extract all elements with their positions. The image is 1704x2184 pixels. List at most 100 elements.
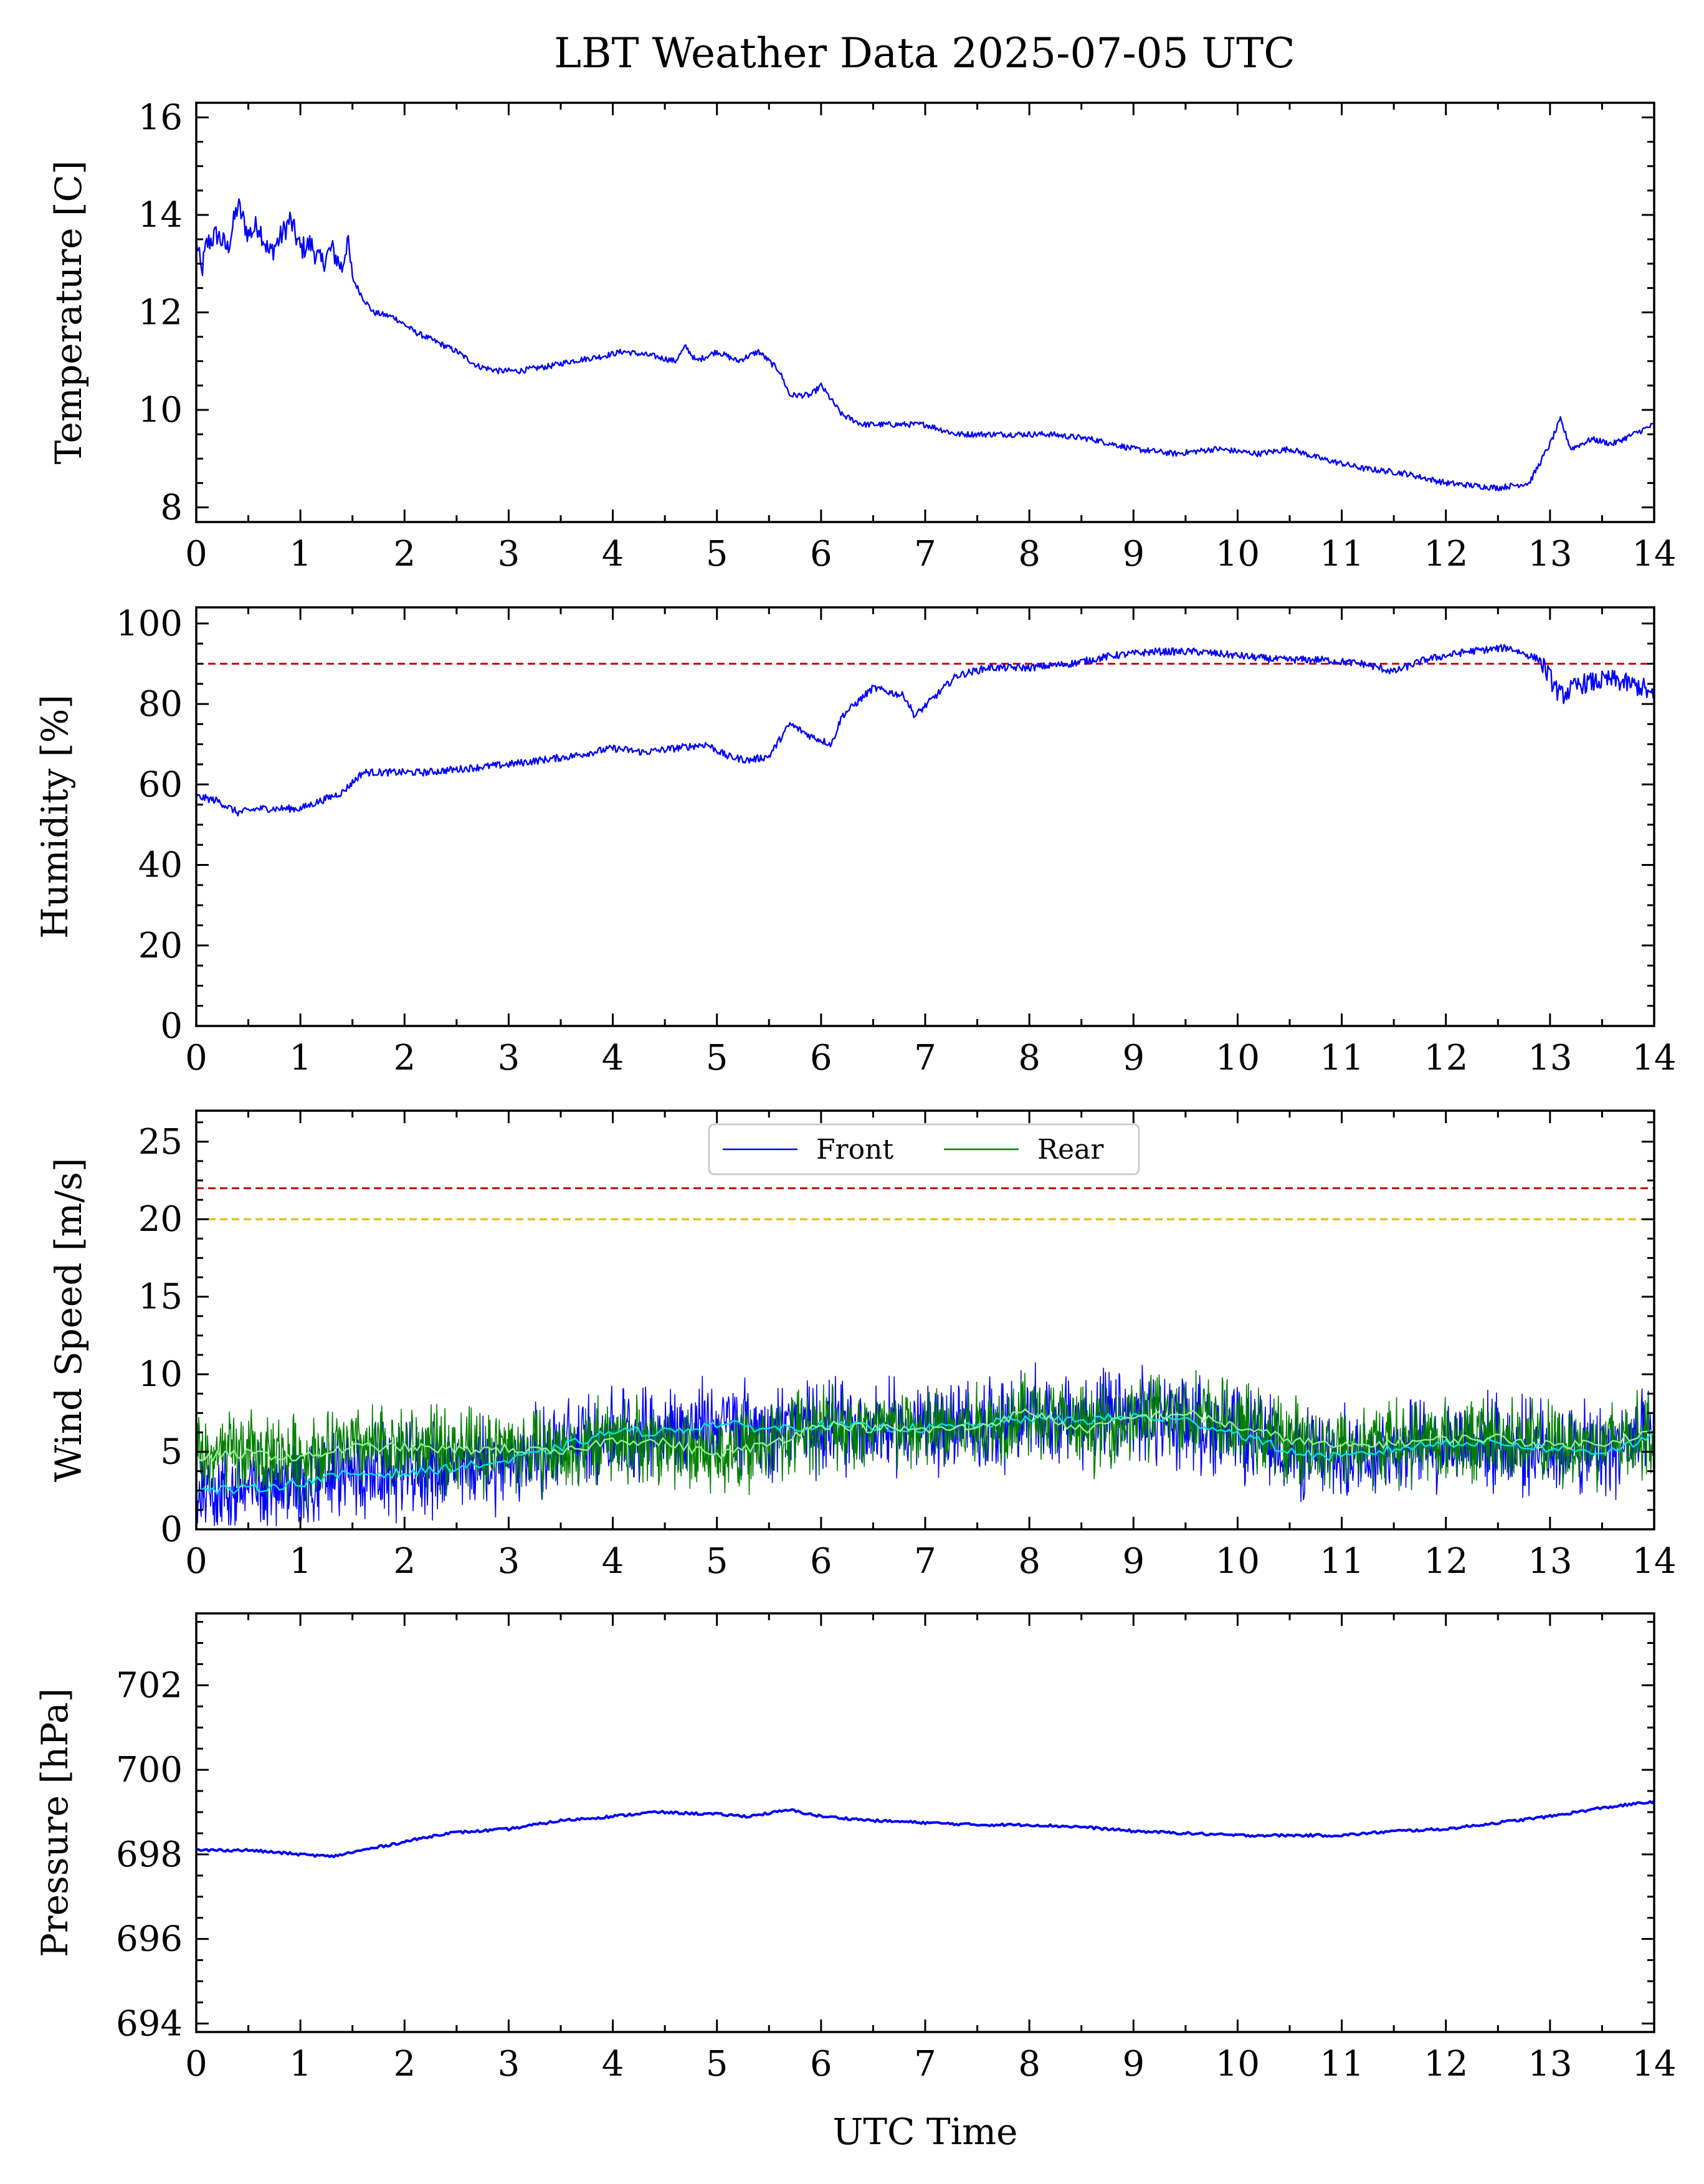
x-tick-label: 2: [393, 534, 416, 574]
x-tick-label: 9: [1122, 1038, 1145, 1078]
y-tick-label: 10: [138, 390, 183, 430]
x-tick-label: 11: [1320, 2044, 1364, 2084]
x-tick-label: 5: [706, 2044, 728, 2084]
x-tick-label: 6: [810, 534, 832, 574]
y-tick-label: 702: [116, 1665, 183, 1706]
x-tick-label: 8: [1018, 1541, 1040, 1582]
y-axis-label: Temperature [C]: [47, 160, 90, 464]
x-tick-label: 9: [1122, 534, 1145, 574]
rear-series-line: [196, 1370, 1654, 1508]
y-axis-label: Wind Speed [m/s]: [47, 1158, 90, 1483]
x-tick-label: 7: [914, 2044, 936, 2084]
y-axis-label: Pressure [hPa]: [34, 1688, 76, 1957]
y-axis-label: Humidity [%]: [34, 695, 76, 939]
x-tick-label: 11: [1320, 1038, 1364, 1078]
rear-smoothed-line: [196, 1408, 1654, 1463]
x-tick-label: 4: [602, 2044, 624, 2084]
axes-frame: [195, 606, 1655, 1027]
y-tick-label: 700: [116, 1750, 183, 1790]
x-tick-label: 7: [914, 534, 936, 574]
humidity-panel: 0 1 2 3 4 5 6 7 8 9 10 11 12 13 14020406080100Humidity…: [34, 604, 1677, 1078]
front-smoothed-line: [196, 1412, 1654, 1495]
x-tick-label: 4: [602, 1038, 624, 1078]
legend-label: Front: [816, 1134, 893, 1166]
x-tick-label: 7: [914, 1541, 936, 1582]
x-tick-label: 3: [498, 534, 520, 574]
x-tick-label: 12: [1424, 1541, 1468, 1582]
x-tick-label: 13: [1528, 2044, 1572, 2084]
x-tick-label: 3: [498, 2044, 520, 2084]
x-tick-label: 13: [1528, 1541, 1572, 1582]
x-tick-label: 8: [1018, 2044, 1040, 2084]
y-tick-label: 20: [138, 1199, 183, 1240]
x-tick-label: 1: [289, 1541, 312, 1582]
x-tick-label: 13: [1528, 1038, 1572, 1078]
x-tick-label: 7: [914, 1038, 936, 1078]
y-tick-label: 20: [138, 926, 183, 966]
x-tick-label: 9: [1122, 2044, 1145, 2084]
x-tick-label: 0: [185, 1038, 207, 1078]
plot-area: [196, 1800, 1654, 1859]
x-tick-label: 4: [602, 1541, 624, 1582]
x-tick-label: 8: [1018, 1038, 1040, 1078]
x-tick-label: 13: [1528, 534, 1572, 574]
y-tick-label: 40: [138, 845, 183, 886]
y-tick-label: 698: [116, 1835, 183, 1875]
x-tick-label: 1: [289, 1038, 312, 1078]
x-tick-label: 3: [498, 1038, 520, 1078]
axes-frame: [195, 102, 1655, 523]
y-tick-label: 80: [138, 684, 183, 724]
x-tick-label: 0: [185, 2044, 207, 2084]
y-tick-label: 100: [116, 604, 183, 644]
y-tick-label: 5: [160, 1432, 183, 1473]
x-tick-label: 5: [706, 534, 728, 574]
x-tick-label: 5: [706, 1038, 728, 1078]
plot-area: [196, 198, 1654, 491]
legend-label: Rear: [1037, 1134, 1104, 1166]
x-tick-label: 12: [1424, 1038, 1468, 1078]
x-tick-label: 2: [393, 1541, 416, 1582]
y-tick-label: 694: [116, 2003, 183, 2044]
x-tick-label: 11: [1320, 1541, 1364, 1582]
x-tick-label: 8: [1018, 534, 1040, 574]
x-tick-label: 0: [185, 1541, 207, 1582]
y-tick-label: 14: [138, 195, 183, 235]
x-tick-label: 2: [393, 1038, 416, 1078]
x-tick-label: 11: [1320, 534, 1364, 574]
legend-box: [708, 1123, 1140, 1175]
plot-area: [196, 643, 1654, 817]
pressure-panel: 0 1 2 3 4 5 6 7 8 9 10 11 12 13 14694696698700702Press…: [34, 1612, 1677, 2153]
x-tick-label: 10: [1216, 1038, 1260, 1078]
x-axis-label: UTC Time: [833, 2110, 1018, 2153]
y-tick-label: 15: [138, 1277, 183, 1318]
y-tick-label: 0: [160, 1006, 183, 1047]
plot-area: [196, 1187, 1654, 1527]
x-tick-label: 0: [185, 534, 207, 574]
y-tick-label: 8: [160, 488, 183, 528]
x-tick-label: 6: [810, 1541, 832, 1582]
x-tick-label: 1: [289, 2044, 312, 2084]
x-tick-label: 14: [1632, 1541, 1676, 1582]
series-line: [196, 1800, 1654, 1859]
y-tick-label: 12: [138, 293, 183, 333]
x-tick-label: 5: [706, 1541, 728, 1582]
x-tick-label: 10: [1216, 2044, 1260, 2084]
x-tick-label: 4: [602, 534, 624, 574]
series-line: [196, 643, 1654, 817]
legend: Front Rear: [708, 1123, 1140, 1175]
y-tick-label: 25: [138, 1122, 183, 1162]
x-tick-label: 2: [393, 2044, 416, 2084]
x-tick-label: 3: [498, 1541, 520, 1582]
series-line: [196, 198, 1654, 491]
temperature-panel: 0 1 2 3 4 5 6 7 8 9 10 11 12 13 14810121416Temperature…: [47, 97, 1677, 574]
y-tick-label: 0: [160, 1509, 183, 1550]
x-tick-label: 14: [1632, 1038, 1676, 1078]
y-tick-label: 696: [116, 1919, 183, 1960]
x-tick-label: 6: [810, 2044, 832, 2084]
x-tick-label: 12: [1424, 534, 1468, 574]
x-tick-label: 12: [1424, 2044, 1468, 2084]
x-tick-label: 1: [289, 534, 312, 574]
y-tick-label: 60: [138, 764, 183, 805]
